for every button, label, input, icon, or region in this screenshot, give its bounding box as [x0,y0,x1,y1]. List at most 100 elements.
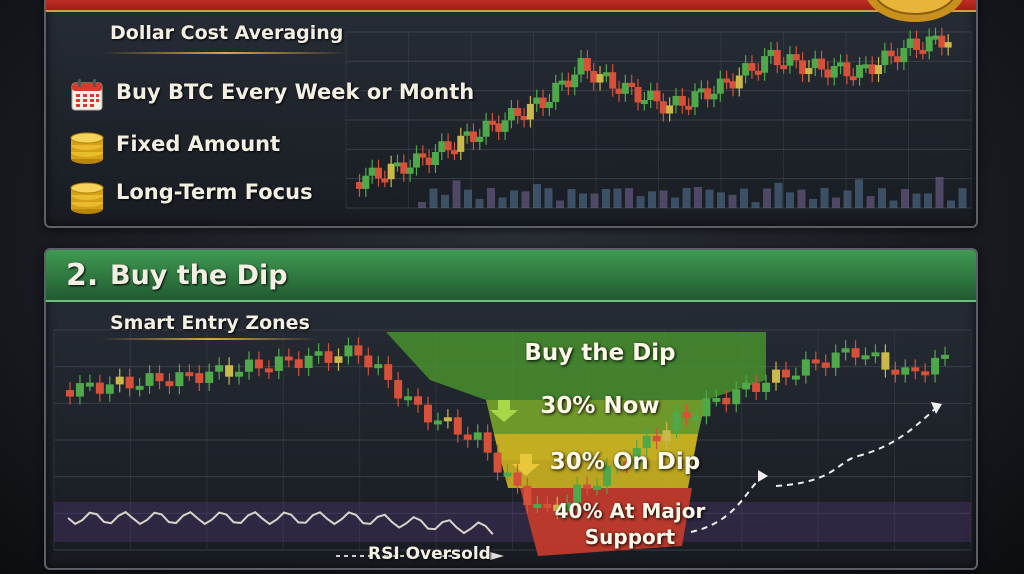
subtitle-underline [100,52,350,54]
candle-body [400,162,408,174]
volume-bar [567,188,576,208]
volume-bar [487,188,495,208]
candle-body [805,68,813,75]
down-arrow-icon [490,400,518,422]
zone-now-label: 30% Now [540,393,660,419]
candle-body [165,381,174,387]
candle-body [564,80,572,88]
volume-bar [740,188,748,208]
section-title: Buy the Dip [110,260,288,291]
rsi-oversold-label: RSI Oversold [368,544,491,564]
candle-body [135,385,144,390]
volume-bar [682,188,691,208]
candle-body [205,371,214,383]
volume-bar [671,197,679,208]
candle-body [723,78,731,83]
candle-body [843,62,851,77]
down-arrow-icon [512,454,540,476]
candle-body [824,69,832,78]
candle-body [647,90,655,100]
candle-body [590,70,598,83]
volume-bar [648,191,656,208]
candle-body [871,352,880,357]
volume-bar [510,190,518,208]
candle-body [642,435,651,449]
candle-body [314,351,323,356]
candle-body [791,375,800,380]
candle-body [543,503,552,508]
candle-body [573,484,582,503]
candle-body [901,367,910,375]
volume-bar [797,189,806,208]
candle-body [702,398,711,417]
candle-body [652,435,661,442]
volume-bar [452,180,461,208]
candle-body [856,64,864,78]
volume-bar [774,182,783,208]
candle-body [324,351,333,363]
candle-body [225,365,234,377]
arrow-head-icon [758,470,768,482]
candle-body [932,35,940,40]
candle-body [722,397,731,405]
candle-body [710,93,718,100]
candle-body [175,372,184,387]
volume-bar [636,196,645,208]
candle-body [735,75,743,89]
volume-bar [441,194,449,208]
candle-body [729,81,737,89]
candle-body [615,88,623,94]
candle-body [294,359,303,368]
candle-body [891,369,900,375]
candle-body [244,359,253,372]
candle-body [583,58,591,71]
candle-body [767,49,775,57]
candle-body [431,152,439,165]
candle-body [443,417,452,422]
zone-heading: Buy the Dip [524,340,676,366]
volume-bar [912,193,921,208]
candle-body [145,373,154,386]
candle-body [488,120,496,125]
candle-body [821,362,830,368]
candle-body [761,56,769,73]
candle-body [476,136,484,142]
buy-the-dip-panel: 2. Buy the Dip Smart Entry Zones Buy the… [44,248,978,570]
coin-stack-icon [70,132,104,164]
candle-body [786,54,794,66]
dca-item-label: Buy BTC Every Week or Month [116,80,475,104]
candle-body [533,97,541,104]
candle-body [659,101,667,114]
candle-body [818,58,826,70]
volume-bar [625,188,633,208]
candle-body [938,35,946,48]
candle-body [831,352,840,368]
dca-panel: Dollar Cost Averaging Buy BTC Every Week… [44,0,978,228]
candle-body [841,348,850,353]
volume-bar [878,188,886,208]
candle-body [881,352,890,370]
candle-body [215,365,224,372]
volume-bar [809,198,817,208]
buy-the-dip-banner [46,250,976,302]
volume-bar [556,200,564,208]
candle-body [115,376,124,385]
zone-red [520,488,692,556]
volume-bar [751,201,760,208]
candle-body [919,49,927,54]
volume-bar [613,188,622,208]
candle-body [523,485,532,506]
candle-body [356,182,363,189]
recovery-arrow [775,455,859,487]
candle-body [95,382,104,394]
candle-body [354,345,363,356]
candle-body [155,373,164,382]
volume-bar [579,193,587,208]
candle-body [513,472,522,486]
dip-subtitle: Smart Entry Zones [110,312,310,334]
candle-body [773,49,781,66]
volume-bar [843,190,852,208]
section-number: 2. [66,258,99,293]
candle-body [364,355,373,368]
candle-body [628,82,636,87]
